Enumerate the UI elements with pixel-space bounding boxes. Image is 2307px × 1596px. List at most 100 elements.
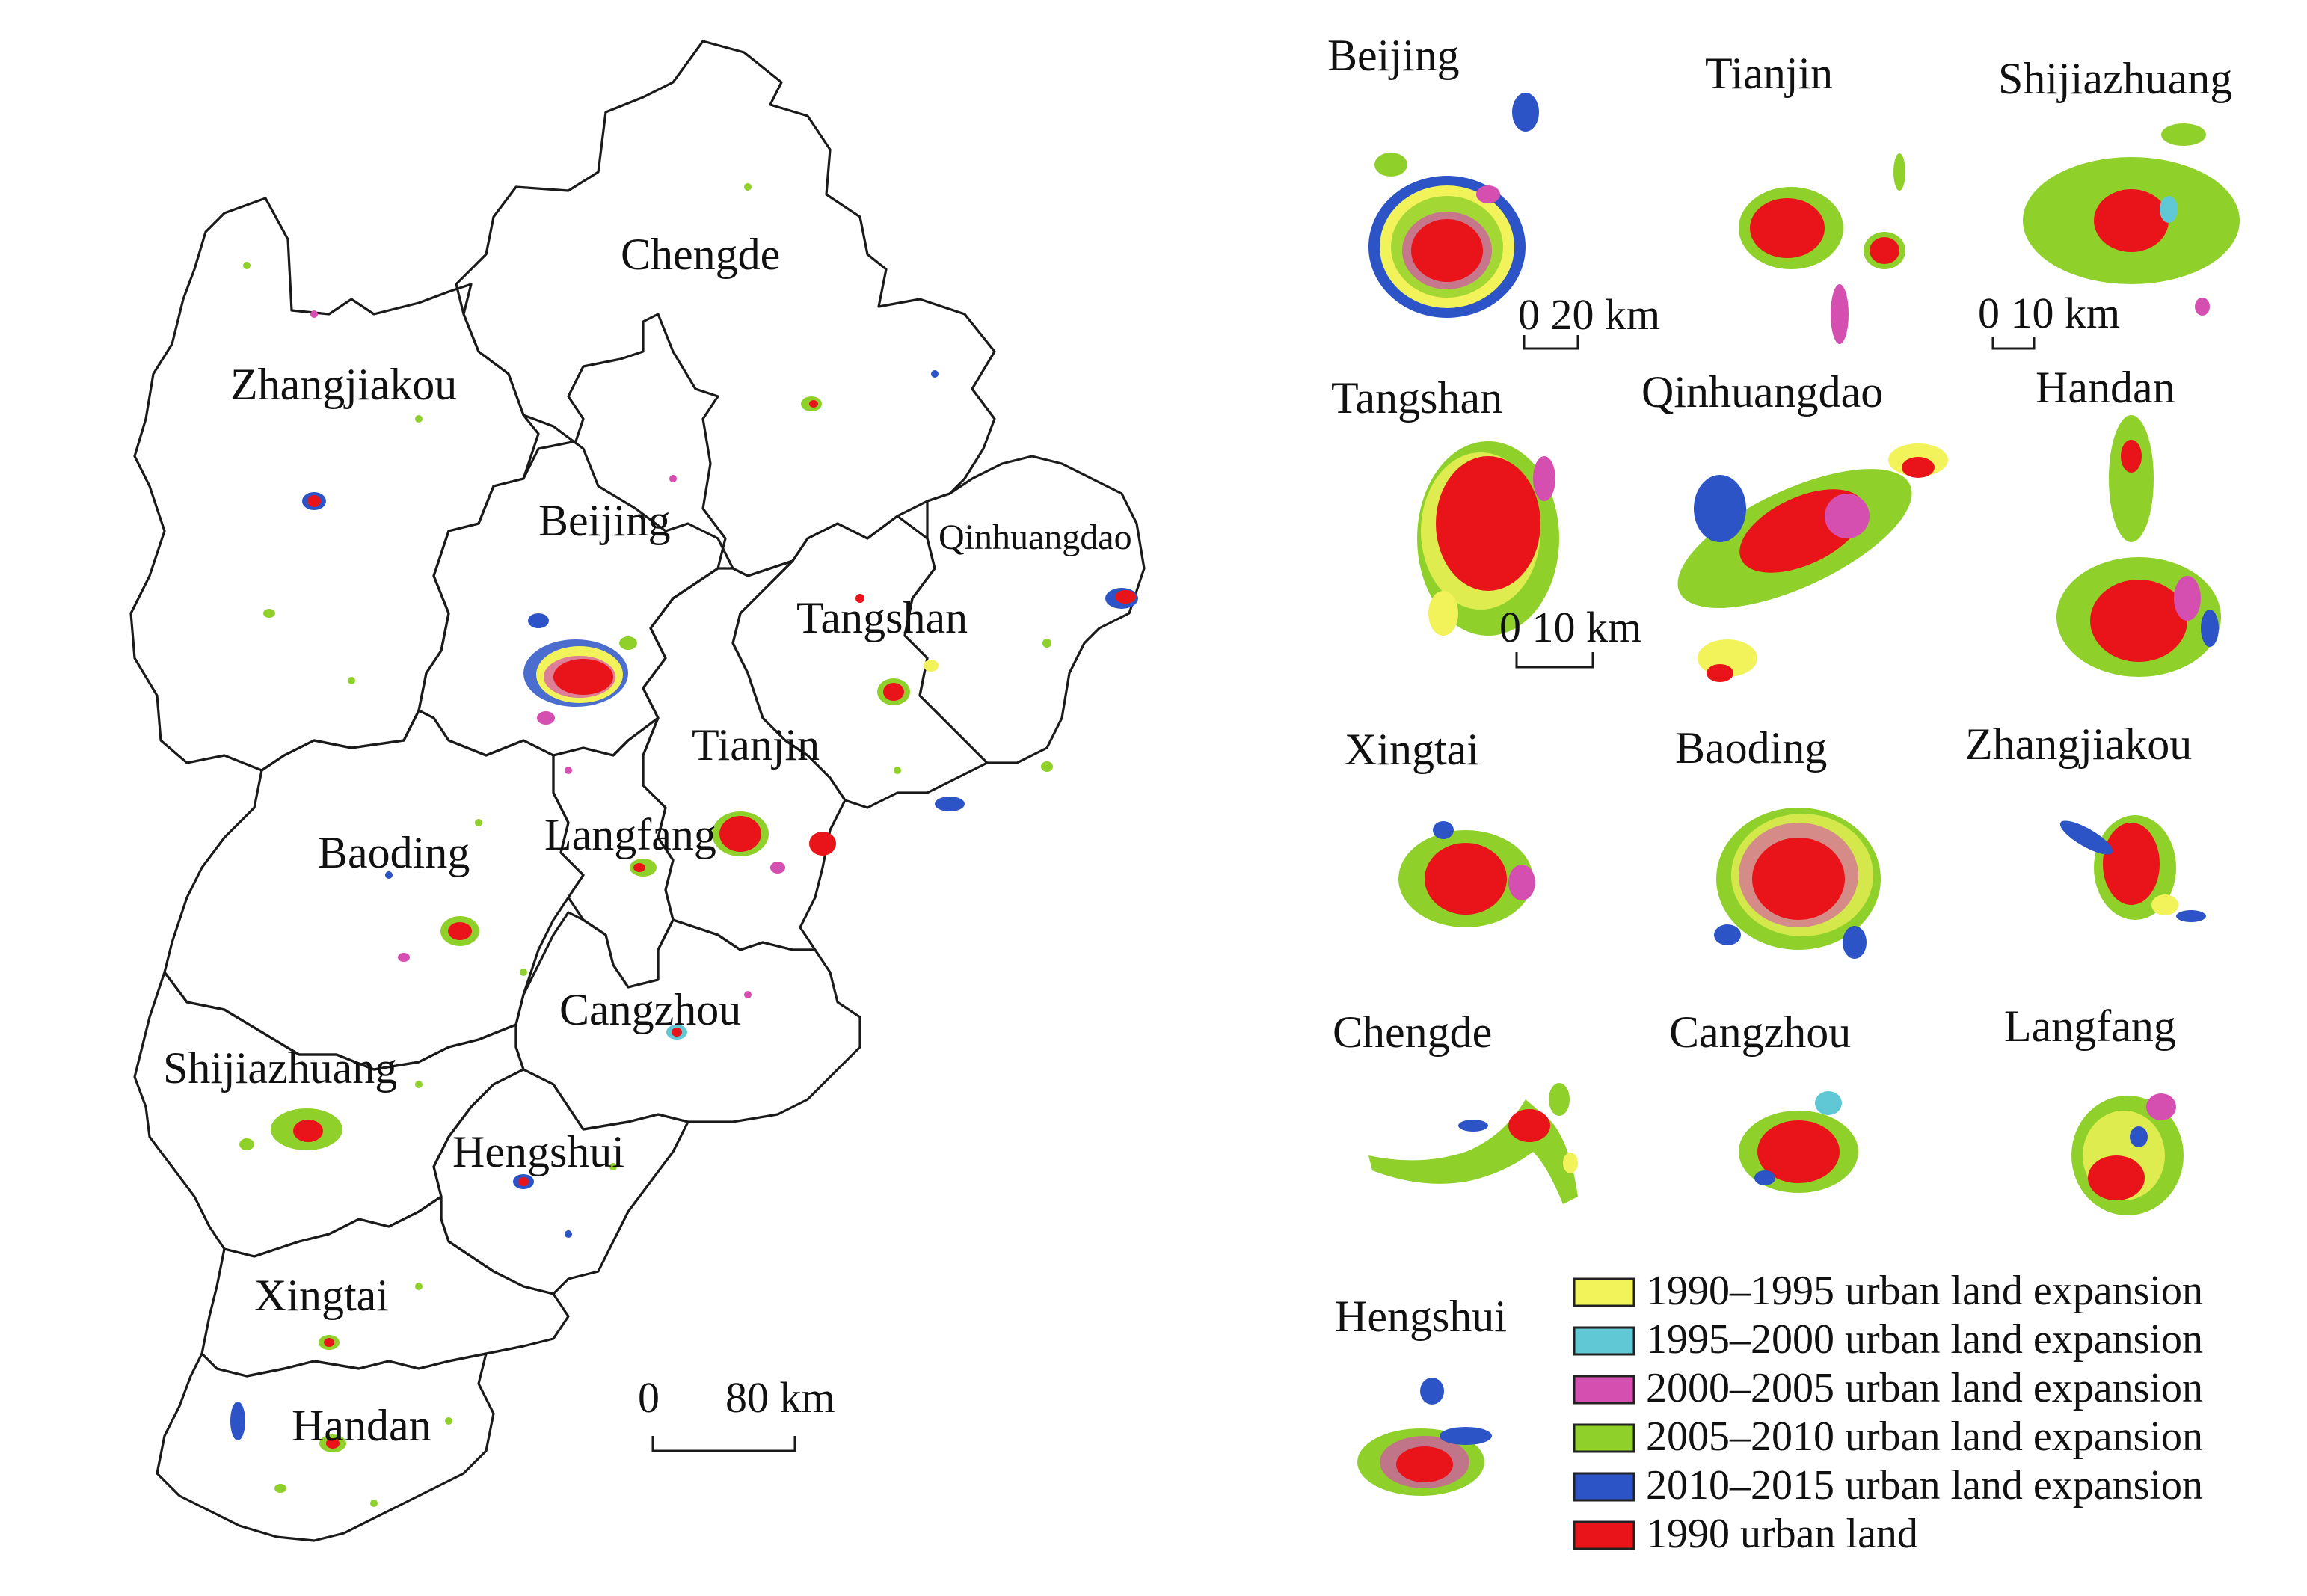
region-label-shijiazhuang: Shijiazhuang	[163, 1043, 397, 1093]
urban-patch-baoding	[398, 916, 479, 962]
city-panel-cangzhou: Cangzhou	[1669, 1007, 1858, 1193]
region-label-tianjin: Tianjin	[692, 720, 820, 770]
city-title-chengde: Chengde	[1333, 1007, 1492, 1057]
urban-patches	[230, 183, 1138, 1507]
boundary-handan	[156, 1352, 495, 1542]
region-label-qinhuangdao: Qinhuangdao	[939, 518, 1132, 557]
region-label-beijing: Beijing	[538, 496, 671, 545]
urban-patch-hengshui	[513, 1174, 534, 1189]
legend-item-p2000_2005: 2000–2005 urban land expansion	[1573, 1365, 2203, 1411]
urban-patch-qinhuangdao	[935, 588, 1138, 811]
city-map-langfang	[2071, 1093, 2184, 1215]
city-panel-zhangjiakou: Zhangjiakou	[1965, 719, 2206, 922]
legend-label-p1990_1995: 1990–1995 urban land expansion	[1646, 1268, 2203, 1314]
region-label-tangshan: Tangshan	[796, 593, 968, 642]
city-title-handan: Handan	[2036, 363, 2175, 412]
city-map-shijiazhuang	[2023, 123, 2240, 316]
city-scale-line-beijing	[1523, 335, 1579, 350]
city-title-xingtai: Xingtai	[1345, 725, 1479, 774]
city-panel-baoding: Baoding	[1675, 723, 1881, 959]
city-map-cangzhou	[1739, 1091, 1858, 1193]
city-panel-tangshan: Tangshan 0 10 km	[1331, 373, 1641, 669]
city-map-tianjin	[1739, 153, 1905, 344]
legend-label-p1995_2000: 1995–2000 urban land expansion	[1646, 1316, 2203, 1363]
city-title-tianjin: Tianjin	[1705, 49, 1833, 98]
city-title-tangshan: Tangshan	[1331, 373, 1502, 423]
region-label-zhangjiakou: Zhangjiakou	[230, 360, 457, 409]
city-title-zhangjiakou: Zhangjiakou	[1965, 719, 2192, 769]
scattered-small-patches	[243, 183, 1051, 1507]
region-label-chengde: Chengde	[621, 230, 780, 279]
city-title-qinhuangdao: Qinhuangdao	[1641, 367, 1883, 417]
city-title-shijiazhuang: Shijiazhuang	[1998, 54, 2232, 103]
legend: 1990–1995 urban land expansion1995–2000 …	[1573, 1268, 2203, 1557]
map-scale-line	[651, 1436, 796, 1452]
city-title-cangzhou: Cangzhou	[1669, 1007, 1851, 1057]
city-map-qinhuangdao	[1677, 443, 1948, 682]
city-panels: Beijing 0 20 km Tianjin	[1327, 31, 2240, 1496]
legend-item-u1990: 1990 urban land	[1573, 1511, 1918, 1557]
legend-swatch-u1990	[1573, 1520, 1635, 1550]
boundary-baoding	[163, 709, 585, 1071]
city-panel-chengde: Chengde	[1333, 1007, 1578, 1204]
legend-swatch-p1990_1995	[1573, 1277, 1635, 1307]
urban-patch-tangshan	[877, 660, 939, 705]
city-title-langfang: Langfang	[2004, 1001, 2176, 1051]
city-map-tangshan	[1417, 441, 1559, 636]
city-title-hengshui: Hengshui	[1335, 1292, 1507, 1341]
legend-swatch-p2005_2010	[1573, 1423, 1635, 1453]
city-map-hengshui	[1357, 1378, 1492, 1496]
region-label-hengshui: Hengshui	[452, 1127, 624, 1176]
urban-patch-zhangjiakou	[263, 492, 326, 618]
urban-patch-shijiazhuang	[239, 1108, 342, 1150]
legend-label-u1990: 1990 urban land	[1646, 1511, 1918, 1557]
urban-patch-langfang	[630, 859, 657, 877]
boundary-zhangjiakou	[129, 197, 540, 772]
urban-patch-xingtai	[319, 1335, 340, 1350]
boundary-hengshui	[432, 1068, 689, 1295]
city-panel-langfang: Langfang	[2004, 1001, 2184, 1215]
city-map-baoding	[1714, 808, 1881, 959]
legend-item-p1995_2000: 1995–2000 urban land expansion	[1573, 1316, 2203, 1363]
region-label-xingtai: Xingtai	[254, 1271, 389, 1320]
legend-label-p2010_2015: 2010–2015 urban land expansion	[1646, 1462, 2203, 1508]
region-label-langfang: Langfang	[544, 810, 716, 859]
city-title-beijing: Beijing	[1327, 31, 1460, 80]
city-panel-hengshui: Hengshui	[1335, 1292, 1507, 1496]
legend-swatch-p2010_2015	[1573, 1472, 1635, 1502]
legend-item-p2010_2015: 2010–2015 urban land expansion	[1573, 1462, 2203, 1508]
city-panel-tianjin: Tianjin	[1705, 49, 1905, 344]
city-scale-shijiazhuang: 0 10 km	[1978, 289, 2120, 337]
city-map-beijing	[1368, 93, 1539, 318]
city-panel-shijiazhuang: Shijiazhuang 0 10 km	[1978, 54, 2240, 350]
city-panel-handan: Handan	[2036, 363, 2221, 677]
map-scale-zero: 0	[638, 1373, 660, 1422]
region-label-handan: Handan	[292, 1401, 431, 1450]
legend-label-p2005_2010: 2005–2010 urban land expansion	[1646, 1414, 2203, 1460]
map-scale-bar: 0 80 km	[638, 1373, 835, 1452]
urban-patch-handan	[230, 1402, 346, 1493]
urban-patch-cangzhou	[666, 1025, 687, 1040]
region-label-baoding: Baoding	[318, 828, 470, 877]
legend-label-p2000_2005: 2000–2005 urban land expansion	[1646, 1365, 2203, 1411]
city-panel-qinhuangdao: Qinhuangdao	[1641, 367, 1948, 682]
map-scale-label: 80 km	[725, 1373, 835, 1422]
legend-swatch-p1995_2000	[1573, 1326, 1635, 1356]
regional-map: Chengde Zhangjiakou Beijing Qinhuangdao …	[129, 40, 1146, 1542]
legend-item-p1990_1995: 1990–1995 urban land expansion	[1573, 1268, 2203, 1314]
city-panel-xingtai: Xingtai	[1345, 725, 1535, 927]
legend-item-p2005_2010: 2005–2010 urban land expansion	[1573, 1414, 2203, 1460]
city-map-handan	[2056, 415, 2221, 677]
city-scale-tangshan: 0 10 km	[1499, 603, 1641, 651]
city-scale-beijing: 0 20 km	[1518, 290, 1660, 339]
city-scale-line-tangshan	[1515, 652, 1594, 669]
city-map-chengde	[1368, 1083, 1578, 1204]
legend-swatch-p2000_2005	[1573, 1375, 1635, 1405]
urban-patch-tianjin	[712, 811, 836, 874]
city-map-xingtai	[1398, 821, 1535, 927]
urban-patch-chengde	[801, 396, 822, 411]
city-map-zhangjiakou	[2059, 815, 2206, 922]
city-scale-line-shijiazhuang	[1991, 337, 2036, 350]
urban-patch-beijing	[523, 613, 637, 725]
